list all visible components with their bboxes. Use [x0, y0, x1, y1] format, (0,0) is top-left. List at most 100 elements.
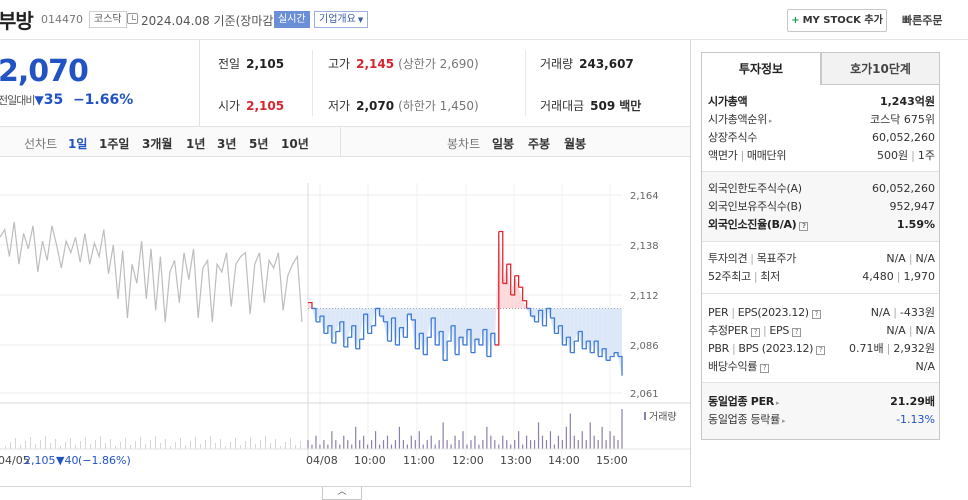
quote-prev-close: 전일 2,105 — [218, 57, 285, 71]
x-tick-label: 15:00 — [596, 454, 628, 467]
company-overview-dropdown[interactable]: 기업개요 ▼ — [314, 11, 369, 28]
volume-bar — [581, 431, 583, 449]
down-area — [411, 308, 416, 349]
up-area — [308, 302, 312, 309]
volume-bar — [502, 435, 504, 449]
volume-bar — [335, 440, 337, 449]
volume-bar — [339, 444, 341, 449]
volume-bar — [418, 431, 420, 449]
collapse-chart-button[interactable]: ︿ — [322, 487, 362, 500]
volume-bar — [430, 435, 432, 449]
volume-bar — [185, 445, 186, 449]
down-area — [490, 308, 495, 345]
price-line-segment — [562, 337, 568, 346]
volume-bar — [438, 440, 440, 449]
volume-bar — [265, 436, 266, 449]
price-line-segment — [574, 331, 579, 342]
quick-order-link[interactable]: 빠른주문 — [902, 14, 943, 27]
help-icon[interactable]: ? — [750, 328, 760, 337]
price-line-segment — [518, 286, 524, 301]
price-line-segment — [311, 307, 317, 322]
info-panel: 투자정보 호가10단계 시가총액 1,243억원 시가총액순위 ▸ 코스닥 675위 … — [701, 52, 940, 440]
down-area — [550, 308, 555, 334]
down-area — [439, 308, 444, 361]
volume-bar — [307, 440, 309, 449]
period-bar: 선차트 1일 1주일 3개월 1년 3년 5년 10년 봉차트 일봉 주봉 월봉 — [0, 126, 690, 157]
help-icon[interactable]: ? — [816, 346, 826, 355]
volume-bar — [55, 439, 56, 449]
volume-bar — [426, 440, 428, 449]
up-area — [494, 231, 499, 345]
period-10y[interactable]: 10년 — [281, 137, 309, 151]
period-5y[interactable]: 5년 — [249, 137, 269, 151]
candle-monthly[interactable]: 월봉 — [564, 137, 587, 151]
add-mystock-button[interactable]: + MY STOCK 추가 — [787, 9, 887, 32]
price-line-segment — [375, 307, 381, 317]
volume-bar — [90, 444, 91, 449]
volume-bar — [609, 431, 611, 449]
down-area — [343, 308, 348, 347]
volume-bar — [250, 437, 251, 449]
volume-bar — [145, 444, 146, 449]
price-line-segment — [502, 264, 508, 285]
volume-bar — [323, 440, 325, 449]
price-line-segment — [308, 302, 313, 309]
volume-bar — [235, 438, 236, 449]
period-3y[interactable]: 3년 — [217, 137, 237, 151]
volume-bar — [210, 436, 211, 449]
price-line-segment — [403, 314, 409, 338]
tab-investment-info[interactable]: 투자정보 — [701, 52, 821, 85]
volume-bar — [522, 444, 524, 449]
down-area — [375, 308, 380, 317]
stock-name: 부방 — [0, 9, 34, 33]
tab-order-book[interactable]: 호가10단계 — [821, 52, 940, 85]
volume-bar — [577, 440, 579, 449]
info-row[interactable]: 동일업종 PER ▸ 21.29배 — [708, 395, 935, 408]
help-icon[interactable]: ? — [792, 328, 802, 337]
price-line-segment — [323, 325, 329, 335]
quote-grid: 전일 2,105 고가 2,145 (상한가 2,690) 거래량 243,607 시가… — [200, 40, 690, 126]
down-area — [598, 308, 603, 357]
volume-bar — [390, 444, 393, 449]
volume-bar — [70, 438, 71, 449]
period-1d[interactable]: 1일 — [68, 137, 88, 151]
down-area — [554, 308, 559, 334]
volume-bar — [15, 438, 16, 449]
section-market-cap: 시가총액 1,243억원 시가총액순위 ▸ 코스닥 675위 상장주식수 60,052,… — [702, 85, 939, 171]
price-chart[interactable]: 2,164 2,138 2,112 2,086 2,061 거래량 04/08 10:00 11… — [0, 157, 690, 487]
volume-bar — [30, 437, 31, 449]
volume-bar — [220, 439, 221, 449]
candle-daily[interactable]: 일봉 — [492, 137, 515, 151]
down-area — [379, 308, 384, 322]
realtime-badge[interactable]: 실시간 — [274, 11, 310, 28]
down-area — [455, 308, 460, 355]
help-icon[interactable]: ? — [799, 222, 809, 231]
info-row[interactable]: 동일업종 등락률 ▸ -1.13% — [708, 413, 935, 426]
period-1w[interactable]: 1주일 — [99, 137, 130, 151]
period-3m[interactable]: 3개월 — [142, 137, 173, 151]
price-line-segment — [335, 321, 341, 333]
down-area — [339, 308, 344, 347]
volume-bar — [135, 441, 136, 449]
quote-amount: 거래대금 509 백만 — [540, 99, 642, 113]
info-row: 추정PER? | EPS? N/A | N/A — [708, 324, 935, 337]
volume-bar — [470, 440, 472, 449]
down-area — [399, 308, 404, 338]
candle-weekly[interactable]: 주봉 — [528, 137, 551, 151]
help-icon[interactable]: ? — [760, 364, 770, 373]
volume-bar — [498, 444, 500, 449]
volume-bar — [398, 426, 401, 449]
price-line-segment — [546, 307, 552, 319]
down-area — [582, 308, 587, 349]
info-row[interactable]: 시가총액순위 ▸ 코스닥 675위 — [708, 113, 935, 126]
volume-bar — [280, 446, 281, 449]
volume-bar — [526, 435, 528, 449]
period-1y[interactable]: 1년 — [186, 137, 206, 151]
volume-bar — [514, 440, 516, 449]
help-icon[interactable]: ? — [811, 310, 821, 319]
down-area — [383, 308, 388, 342]
volume-bar — [490, 435, 492, 449]
price-line-segment — [586, 340, 591, 353]
volume-bar — [270, 443, 271, 449]
candle-chart-label: 봉차트 — [447, 137, 481, 151]
